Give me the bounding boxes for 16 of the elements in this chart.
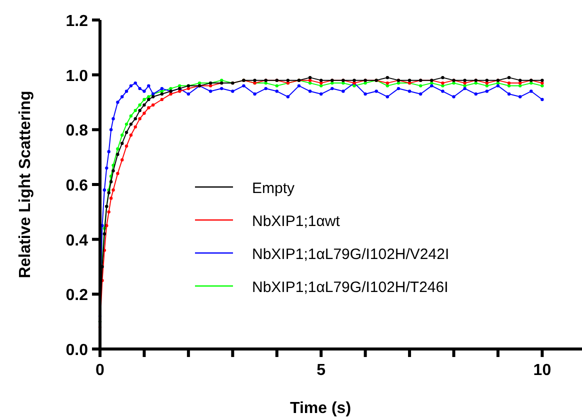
legend-label: NbXIP1;1αL79G/I102H/T246I — [252, 279, 448, 296]
y-tick-label: 0.4 — [66, 232, 88, 250]
x-tick-label: 10 — [533, 362, 552, 379]
legend-label: NbXIP1;1αwt — [252, 213, 341, 230]
y-tick-label: 0.6 — [66, 178, 88, 194]
y-axis-title: Relative Light Scattering — [17, 90, 34, 278]
x-tick-label: 0 — [96, 362, 105, 379]
y-tick-label: 0.0 — [66, 342, 88, 359]
y-tick-label: 1.2 — [66, 13, 88, 30]
y-tick-label: 0.2 — [66, 287, 88, 304]
legend-label: NbXIP1;1αL79G/I102H/V242I — [252, 246, 450, 263]
legend-label: Empty — [252, 180, 296, 197]
y-tick-label: 1.0 — [66, 68, 88, 85]
x-tick-label: 5 — [316, 362, 326, 379]
x-axis-title: Time (s) — [290, 400, 352, 417]
y-tick-label: 0.8 — [66, 122, 88, 140]
